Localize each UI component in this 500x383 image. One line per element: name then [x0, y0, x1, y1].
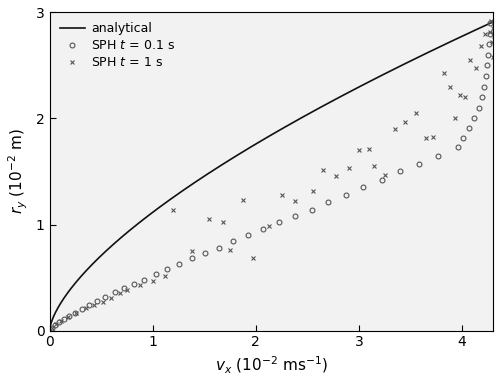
- SPH $t$ = 0.1 s: [416, 162, 422, 166]
- SPH $t$ = 0.1 s: [276, 220, 281, 225]
- Line: analytical: analytical: [50, 12, 500, 331]
- SPH $t$ = 1 s: [402, 119, 408, 124]
- SPH $t$ = 0.1 s: [48, 326, 54, 331]
- SPH $t$ = 0.1 s: [102, 294, 108, 299]
- SPH $t$ = 0.1 s: [325, 200, 331, 205]
- SPH $t$ = 0.1 s: [476, 106, 482, 110]
- analytical: [390, 67, 396, 72]
- SPH $t$ = 0.1 s: [131, 282, 137, 286]
- SPH $t$ = 0.1 s: [142, 277, 148, 282]
- SPH $t$ = 0.1 s: [78, 307, 84, 312]
- SPH $t$ = 0.1 s: [164, 267, 170, 271]
- SPH $t$ = 0.1 s: [66, 313, 72, 318]
- SPH $t$ = 0.1 s: [86, 303, 91, 308]
- SPH $t$ = 1 s: [488, 19, 494, 23]
- SPH $t$ = 0.1 s: [487, 21, 493, 25]
- SPH $t$ = 0.1 s: [61, 317, 67, 321]
- SPH $t$ = 0.1 s: [472, 116, 478, 121]
- Legend: analytical, SPH $t$ = 0.1 s, SPH $t$ = 1 s: analytical, SPH $t$ = 0.1 s, SPH $t$ = 1…: [56, 19, 178, 73]
- SPH $t$ = 0.1 s: [460, 135, 466, 140]
- SPH $t$ = 0.1 s: [436, 153, 442, 158]
- SPH $t$ = 0.1 s: [487, 31, 493, 36]
- SPH $t$ = 0.1 s: [72, 310, 78, 315]
- SPH $t$ = 0.1 s: [153, 272, 159, 277]
- SPH $t$ = 0.1 s: [478, 95, 484, 100]
- SPH $t$ = 0.1 s: [360, 185, 366, 190]
- analytical: [196, 177, 202, 182]
- SPH $t$ = 0.1 s: [485, 52, 491, 57]
- SPH $t$ = 0.1 s: [455, 145, 461, 149]
- Line: SPH $t$ = 0.1 s: SPH $t$ = 0.1 s: [49, 21, 492, 331]
- SPH $t$ = 0.1 s: [230, 239, 236, 244]
- SPH $t$ = 0.1 s: [216, 246, 222, 250]
- SPH $t$ = 0.1 s: [94, 299, 100, 303]
- SPH $t$ = 0.1 s: [189, 256, 195, 261]
- analytical: [494, 18, 500, 22]
- SPH $t$ = 0.1 s: [483, 74, 489, 79]
- SPH $t$ = 0.1 s: [292, 214, 298, 218]
- analytical: [258, 139, 264, 144]
- SPH $t$ = 0.1 s: [486, 42, 492, 47]
- SPH $t$ = 0.1 s: [112, 290, 117, 295]
- SPH $t$ = 1 s: [382, 172, 388, 177]
- analytical: [46, 328, 52, 333]
- SPH $t$ = 0.1 s: [52, 323, 58, 327]
- Y-axis label: $r_y$ $(10^{-2}$ m$)$: $r_y$ $(10^{-2}$ m$)$: [7, 129, 30, 214]
- SPH $t$ = 0.1 s: [176, 262, 182, 266]
- SPH $t$ = 0.1 s: [260, 226, 266, 231]
- SPH $t$ = 0.1 s: [466, 126, 472, 130]
- SPH $t$ = 0.1 s: [244, 233, 250, 237]
- SPH $t$ = 0.1 s: [484, 63, 490, 68]
- SPH $t$ = 0.1 s: [308, 207, 314, 212]
- SPH $t$ = 0.1 s: [342, 193, 348, 197]
- SPH $t$ = 1 s: [227, 248, 233, 252]
- X-axis label: $v_x$ $(10^{-2}$ ms$^{-1})$: $v_x$ $(10^{-2}$ ms$^{-1})$: [215, 355, 328, 376]
- SPH $t$ = 1 s: [48, 326, 54, 331]
- analytical: [229, 156, 235, 161]
- SPH $t$ = 0.1 s: [202, 251, 208, 255]
- SPH $t$ = 1 s: [489, 40, 495, 44]
- SPH $t$ = 0.1 s: [378, 178, 384, 182]
- analytical: [199, 175, 205, 180]
- SPH $t$ = 1 s: [491, 33, 497, 38]
- SPH $t$ = 0.1 s: [56, 320, 62, 324]
- SPH $t$ = 0.1 s: [481, 84, 487, 89]
- SPH $t$ = 0.1 s: [121, 286, 127, 290]
- SPH $t$ = 1 s: [74, 310, 80, 315]
- Line: SPH $t$ = 1 s: SPH $t$ = 1 s: [49, 18, 496, 331]
- SPH $t$ = 1 s: [310, 188, 316, 193]
- SPH $t$ = 0.1 s: [397, 169, 403, 174]
